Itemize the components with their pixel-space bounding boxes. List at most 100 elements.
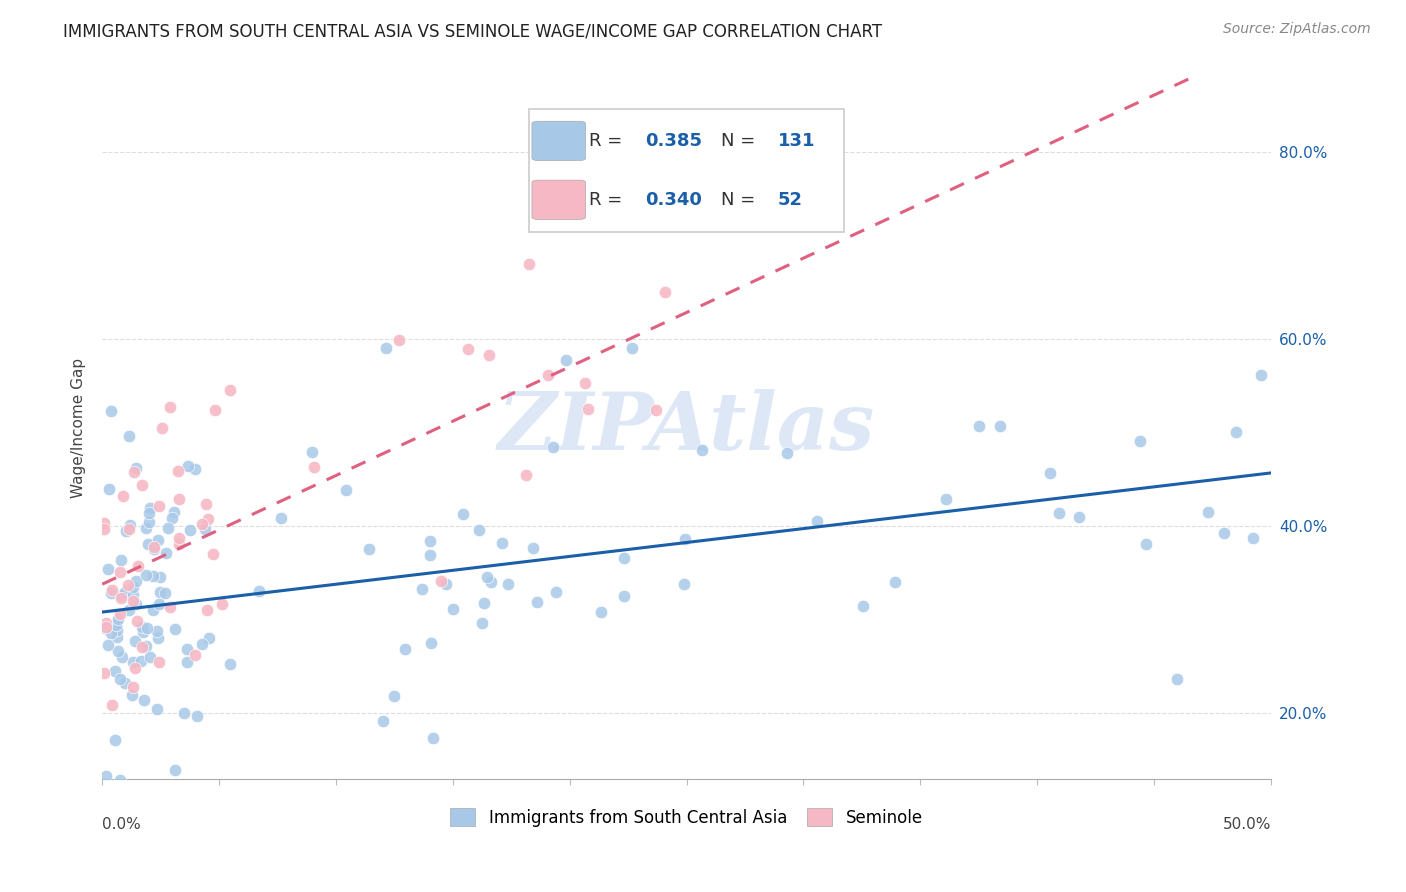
Point bbox=[474, 595, 496, 609]
Text: IMMIGRANTS FROM SOUTH CENTRAL ASIA VS SEMINOLE WAGE/INCOME GAP CORRELATION CHART: IMMIGRANTS FROM SOUTH CENTRAL ASIA VS SE… bbox=[63, 22, 883, 40]
Point bbox=[135, 567, 157, 582]
Point bbox=[522, 541, 544, 555]
Point bbox=[988, 418, 1011, 433]
Point bbox=[184, 648, 207, 662]
Point bbox=[613, 550, 636, 565]
Point bbox=[167, 465, 190, 479]
Point bbox=[211, 597, 233, 611]
Point bbox=[672, 576, 695, 591]
Point bbox=[554, 353, 576, 368]
Point bbox=[1250, 368, 1272, 383]
Point bbox=[94, 622, 117, 636]
Point bbox=[101, 582, 124, 597]
Point bbox=[1067, 509, 1090, 524]
Point bbox=[301, 444, 323, 458]
Point bbox=[411, 582, 433, 597]
Point bbox=[852, 599, 875, 614]
Point bbox=[194, 522, 217, 536]
Point bbox=[131, 640, 153, 654]
Point bbox=[382, 690, 405, 704]
Point bbox=[153, 585, 176, 599]
Point bbox=[142, 569, 165, 583]
Point bbox=[114, 675, 136, 690]
Point bbox=[184, 462, 207, 476]
Point bbox=[146, 631, 169, 645]
Point bbox=[644, 402, 666, 417]
Point bbox=[536, 368, 558, 382]
Point bbox=[100, 404, 122, 418]
Text: 50.0%: 50.0% bbox=[1223, 817, 1271, 832]
Point bbox=[149, 585, 172, 599]
Point bbox=[190, 636, 212, 650]
Point bbox=[179, 523, 201, 537]
Point bbox=[98, 482, 121, 496]
Point bbox=[108, 672, 131, 686]
Point bbox=[118, 428, 141, 442]
Point bbox=[177, 458, 200, 473]
Point bbox=[451, 507, 474, 521]
Point bbox=[139, 500, 162, 515]
Point bbox=[441, 602, 464, 616]
Point bbox=[105, 623, 128, 637]
Point bbox=[654, 285, 676, 299]
Point bbox=[110, 589, 132, 603]
Point bbox=[148, 499, 170, 513]
Point bbox=[422, 731, 444, 745]
Point bbox=[138, 537, 160, 551]
Point bbox=[197, 632, 219, 646]
Point bbox=[146, 624, 169, 639]
Point bbox=[125, 614, 148, 628]
Point bbox=[108, 773, 131, 788]
Point bbox=[110, 591, 132, 605]
Point bbox=[373, 714, 395, 729]
Point bbox=[150, 421, 173, 435]
Point bbox=[148, 597, 170, 611]
Point bbox=[105, 630, 128, 644]
Point bbox=[574, 376, 596, 390]
Point bbox=[419, 635, 441, 649]
Point bbox=[132, 693, 155, 707]
Point bbox=[142, 542, 165, 557]
Text: Source: ZipAtlas.com: Source: ZipAtlas.com bbox=[1223, 22, 1371, 37]
Point bbox=[107, 644, 129, 658]
Point bbox=[302, 460, 325, 475]
Point bbox=[434, 577, 457, 591]
Point bbox=[589, 605, 612, 619]
Point bbox=[121, 688, 143, 702]
Point bbox=[94, 769, 117, 783]
Point bbox=[156, 521, 179, 535]
Point bbox=[149, 570, 172, 584]
Point bbox=[167, 492, 190, 507]
Point bbox=[247, 584, 270, 599]
Point bbox=[517, 257, 540, 271]
Point bbox=[159, 400, 181, 414]
Point bbox=[806, 514, 828, 528]
Point bbox=[163, 505, 186, 519]
Point bbox=[121, 580, 143, 594]
Point bbox=[1212, 525, 1234, 540]
Point bbox=[165, 622, 187, 636]
Point bbox=[124, 465, 146, 479]
Point bbox=[117, 578, 139, 592]
Point bbox=[776, 446, 799, 460]
Point bbox=[195, 603, 218, 617]
Point bbox=[621, 341, 644, 355]
Point bbox=[883, 574, 905, 589]
Point bbox=[1197, 505, 1219, 519]
Point bbox=[93, 522, 115, 536]
Point bbox=[219, 383, 242, 397]
Point bbox=[127, 559, 149, 574]
Point bbox=[149, 805, 172, 820]
Point bbox=[202, 547, 225, 561]
Point bbox=[93, 666, 115, 681]
Point bbox=[496, 577, 519, 591]
Point bbox=[690, 443, 713, 458]
Point bbox=[146, 702, 169, 716]
Point bbox=[120, 518, 142, 533]
Point bbox=[115, 524, 138, 538]
Point bbox=[107, 612, 129, 626]
Y-axis label: Wage/Income Gap: Wage/Income Gap bbox=[72, 358, 86, 498]
Point bbox=[526, 595, 548, 609]
Point bbox=[1135, 537, 1157, 551]
Legend: Immigrants from South Central Asia, Seminole: Immigrants from South Central Asia, Semi… bbox=[444, 802, 929, 833]
